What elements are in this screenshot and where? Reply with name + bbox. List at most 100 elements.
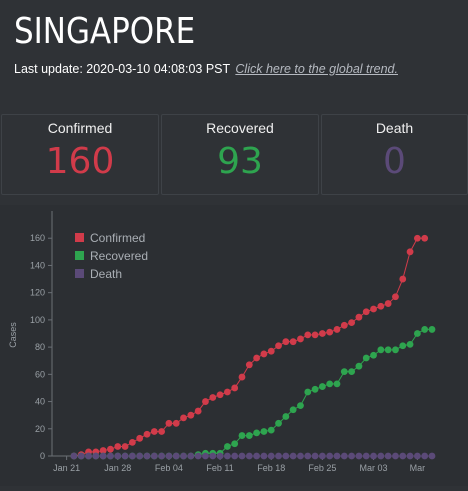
recovered-point: [384, 346, 392, 354]
death-point: [158, 452, 166, 460]
death-point: [92, 452, 100, 460]
y-tick-label: 40: [35, 397, 45, 407]
y-axis-label: Cases: [8, 322, 18, 348]
death-point: [399, 452, 407, 460]
confirmed-point: [202, 398, 209, 405]
death-point: [340, 452, 348, 460]
recovered-point: [377, 346, 385, 354]
confirmed-point: [333, 326, 341, 333]
cases-chart: 0 20 40 60 80 100 120 140 160 Jan 21 Jan 28 Feb 04 F…: [8, 211, 436, 473]
death-point: [304, 452, 312, 460]
death-point: [180, 452, 187, 460]
recovered-point: [340, 368, 348, 376]
confirmed-legend-label: Confirmed: [90, 231, 145, 245]
death-point: [99, 452, 107, 460]
death-point: [318, 452, 326, 460]
recovered-point: [304, 388, 312, 396]
death-point: [275, 452, 282, 460]
confirmed-point: [128, 438, 136, 446]
recovered-point: [413, 330, 421, 337]
death-point: [297, 452, 304, 460]
recovered-point: [326, 380, 334, 388]
last-update-text: Last update: 2020-03-10 04:08:03 PST: [14, 62, 230, 76]
confirmed-point: [107, 445, 114, 453]
death-point: [70, 452, 78, 460]
confirmed-point: [267, 347, 275, 355]
death-point: [136, 452, 144, 460]
x-tick-label: Feb 18: [257, 463, 285, 473]
confirmed-point: [121, 443, 129, 450]
recovered-label: Recovered: [206, 120, 274, 136]
recovered-point: [355, 362, 363, 370]
x-tick-label: Feb 25: [308, 463, 336, 473]
death-point: [421, 452, 429, 460]
death-point: [267, 452, 275, 460]
confirmed-point: [370, 305, 377, 313]
death-point: [165, 452, 173, 460]
recovered-point: [275, 419, 282, 427]
confirmed-point: [297, 335, 304, 343]
recovered-point: [428, 326, 436, 333]
confirmed-point: [253, 354, 261, 362]
confirmed-point: [180, 414, 187, 422]
confirmed-point: [340, 321, 348, 329]
recovered-value: 93: [217, 141, 263, 182]
confirmed-point: [311, 331, 319, 339]
confirmed-point: [172, 419, 180, 427]
recovered-point: [231, 440, 239, 448]
recovered-point: [333, 380, 341, 388]
confirmed-point: [406, 248, 414, 256]
death-point: [194, 452, 202, 460]
x-tick-label: Feb 04: [155, 463, 183, 473]
recovered-point: [399, 342, 407, 350]
confirmed-point: [209, 394, 217, 401]
death-point: [187, 452, 195, 460]
recovered-point: [253, 429, 261, 437]
death-point: [121, 452, 129, 460]
confirmed-point: [282, 338, 290, 346]
recovered-point: [289, 406, 297, 414]
confirmed-point: [150, 428, 158, 435]
stat-cards: Confirmed 160 Recovered 93 Death 0: [0, 114, 468, 196]
confirmed-point: [194, 407, 202, 415]
recovered-point: [348, 368, 356, 376]
recovered-point: [223, 443, 231, 450]
confirmed-point: [260, 350, 268, 358]
y-tick-label: 160: [30, 233, 45, 243]
death-point: [223, 452, 231, 460]
confirmed-point: [245, 361, 253, 369]
confirmed-point: [362, 308, 370, 316]
recovered-point: [245, 432, 253, 439]
death-point: [114, 452, 122, 460]
confirmed-point: [238, 373, 246, 381]
death-point: [85, 452, 92, 460]
y-tick-label: 60: [35, 369, 45, 379]
confirmed-point: [413, 234, 421, 242]
death-point: [326, 452, 334, 460]
recovered-point: [238, 432, 246, 439]
y-tick-label: 120: [30, 288, 45, 298]
recovered-point: [362, 354, 370, 362]
confirmed-point: [143, 430, 151, 438]
confirmed-line: [73, 237, 425, 457]
recovered-point: [318, 383, 326, 390]
recovered-point: [282, 413, 290, 420]
y-tick-label: 20: [35, 424, 45, 434]
death-point: [231, 452, 239, 460]
confirmed-point: [223, 388, 231, 396]
confirmed-point: [421, 234, 429, 242]
death-point: [392, 452, 399, 460]
y-tick-label: 100: [30, 315, 45, 325]
death-point: [107, 452, 114, 460]
last-update: Last update: 2020-03-10 04:08:03 PST Cli…: [14, 62, 398, 76]
death-value: 0: [383, 141, 406, 182]
recovered-legend-swatch: [75, 251, 84, 260]
confirmed-point: [355, 313, 363, 321]
recovered-card: Recovered 93: [161, 114, 319, 195]
death-point: [172, 452, 180, 460]
confirmed-label: Confirmed: [47, 120, 113, 136]
global-trend-link[interactable]: Click here to the global trend.: [235, 62, 398, 76]
death-label: Death: [375, 120, 414, 136]
death-point: [253, 452, 261, 460]
death-point: [377, 452, 385, 460]
